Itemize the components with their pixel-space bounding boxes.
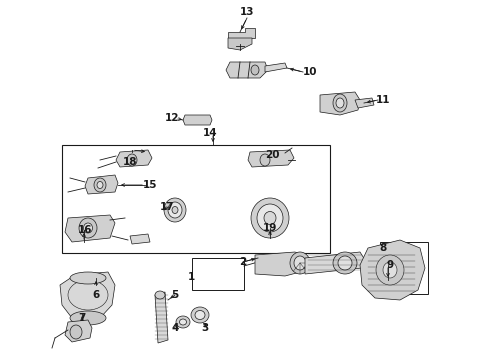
Ellipse shape bbox=[251, 198, 289, 238]
Polygon shape bbox=[305, 252, 365, 274]
Ellipse shape bbox=[251, 65, 259, 75]
Polygon shape bbox=[228, 28, 255, 38]
Ellipse shape bbox=[336, 98, 344, 108]
Polygon shape bbox=[183, 115, 212, 125]
Text: 6: 6 bbox=[93, 290, 99, 300]
Polygon shape bbox=[130, 234, 150, 244]
Ellipse shape bbox=[83, 223, 93, 233]
Ellipse shape bbox=[70, 311, 106, 325]
Ellipse shape bbox=[191, 307, 209, 323]
Ellipse shape bbox=[376, 255, 404, 285]
Ellipse shape bbox=[257, 204, 283, 232]
Text: 3: 3 bbox=[201, 323, 209, 333]
Text: 19: 19 bbox=[263, 223, 277, 233]
Polygon shape bbox=[320, 92, 360, 115]
Bar bbox=[380, 242, 428, 294]
Polygon shape bbox=[228, 38, 252, 50]
Polygon shape bbox=[360, 240, 425, 300]
Ellipse shape bbox=[338, 256, 352, 270]
Text: 8: 8 bbox=[379, 243, 387, 253]
Text: 4: 4 bbox=[172, 323, 179, 333]
Polygon shape bbox=[65, 215, 115, 242]
Text: 5: 5 bbox=[172, 290, 179, 300]
Polygon shape bbox=[65, 320, 92, 342]
Ellipse shape bbox=[260, 154, 270, 166]
Polygon shape bbox=[255, 252, 310, 276]
Text: 20: 20 bbox=[265, 150, 279, 160]
Polygon shape bbox=[60, 272, 115, 318]
Ellipse shape bbox=[195, 310, 205, 320]
Bar bbox=[192, 258, 244, 290]
Text: 12: 12 bbox=[165, 113, 179, 123]
Ellipse shape bbox=[168, 202, 182, 218]
Ellipse shape bbox=[333, 252, 357, 274]
Ellipse shape bbox=[70, 325, 82, 339]
Ellipse shape bbox=[383, 262, 397, 278]
Text: 16: 16 bbox=[78, 225, 92, 235]
Bar bbox=[62, 145, 330, 253]
Text: 9: 9 bbox=[387, 260, 393, 270]
Ellipse shape bbox=[294, 256, 306, 270]
Text: 7: 7 bbox=[78, 313, 86, 323]
Text: 11: 11 bbox=[376, 95, 390, 105]
Ellipse shape bbox=[290, 252, 310, 274]
Polygon shape bbox=[265, 63, 287, 72]
Text: 1: 1 bbox=[187, 272, 195, 282]
Ellipse shape bbox=[97, 181, 103, 189]
Ellipse shape bbox=[127, 154, 137, 166]
Ellipse shape bbox=[94, 178, 106, 192]
Text: 10: 10 bbox=[303, 67, 317, 77]
Ellipse shape bbox=[179, 319, 187, 325]
Text: 2: 2 bbox=[240, 257, 246, 267]
Ellipse shape bbox=[164, 198, 186, 222]
Ellipse shape bbox=[176, 316, 190, 328]
Text: 13: 13 bbox=[240, 7, 254, 17]
Text: 15: 15 bbox=[143, 180, 157, 190]
Ellipse shape bbox=[155, 291, 165, 299]
Ellipse shape bbox=[70, 272, 106, 284]
Polygon shape bbox=[155, 292, 168, 343]
Ellipse shape bbox=[79, 218, 97, 238]
Polygon shape bbox=[85, 175, 118, 194]
Polygon shape bbox=[226, 62, 268, 78]
Polygon shape bbox=[248, 150, 294, 167]
Ellipse shape bbox=[333, 94, 347, 112]
Text: 14: 14 bbox=[203, 128, 217, 138]
Polygon shape bbox=[116, 150, 152, 167]
Ellipse shape bbox=[264, 211, 276, 225]
Polygon shape bbox=[355, 98, 374, 108]
Text: 18: 18 bbox=[123, 157, 137, 167]
Text: 17: 17 bbox=[160, 202, 174, 212]
Ellipse shape bbox=[172, 207, 178, 213]
